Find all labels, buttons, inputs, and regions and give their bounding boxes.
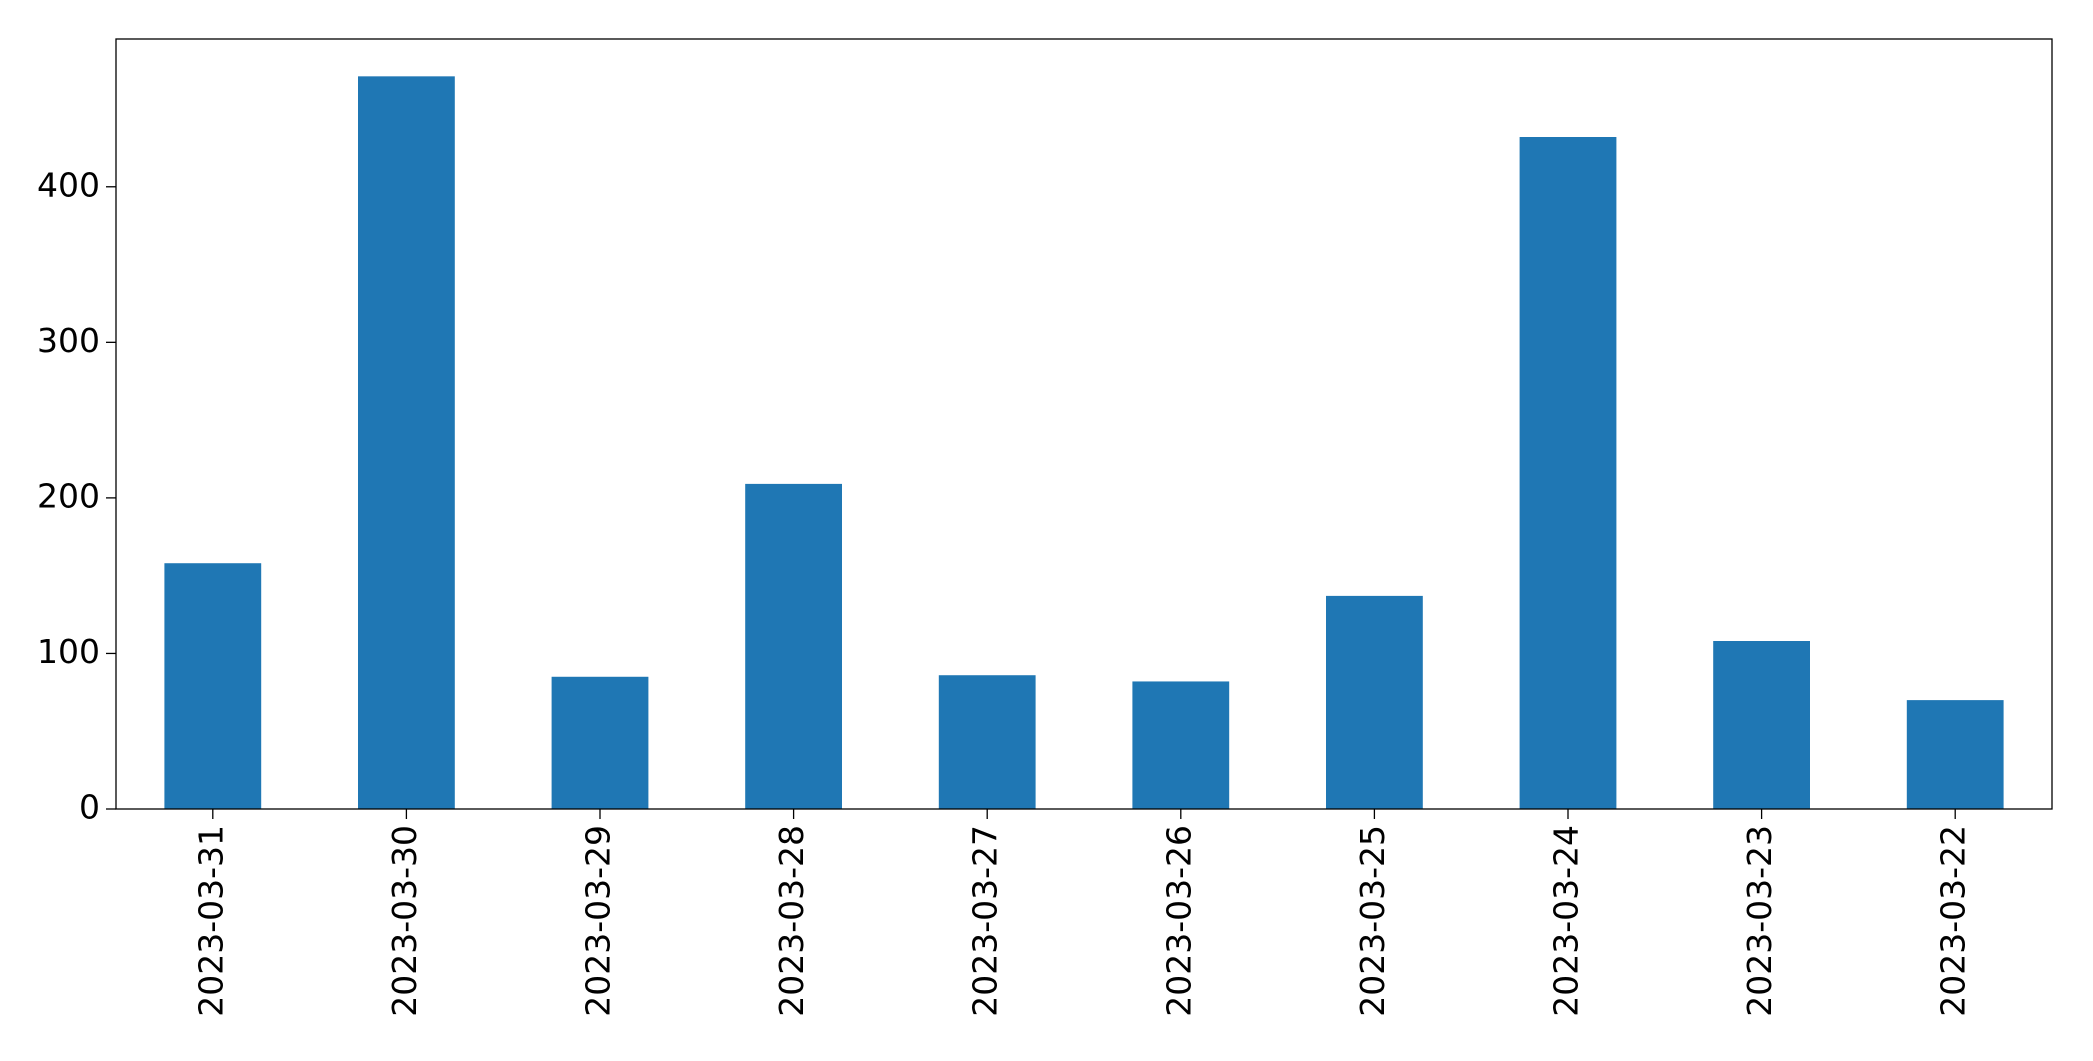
plot-frame bbox=[115, 38, 2053, 810]
bar bbox=[358, 76, 455, 810]
x-tick-label: 2023-03-22 bbox=[1934, 825, 1973, 1017]
bar bbox=[1713, 641, 1810, 809]
y-tick-label: 100 bbox=[37, 632, 100, 671]
y-tick-label: 300 bbox=[37, 321, 100, 360]
bar bbox=[164, 563, 262, 809]
x-tick-label: 2023-03-24 bbox=[1547, 825, 1586, 1017]
x-tick-label: 2023-03-30 bbox=[385, 825, 424, 1017]
x-tick-label: 2023-03-26 bbox=[1159, 825, 1198, 1017]
x-tick-label: 2023-03-27 bbox=[966, 825, 1005, 1017]
x-tick-label: 2023-03-31 bbox=[191, 825, 230, 1017]
y-tick-label: 200 bbox=[37, 476, 100, 515]
x-tick-label: 2023-03-23 bbox=[1740, 825, 1779, 1017]
y-tick-label: 400 bbox=[37, 165, 100, 204]
bar bbox=[1326, 595, 1423, 809]
bar bbox=[1906, 700, 2004, 809]
y-tick-label: 0 bbox=[79, 788, 100, 827]
bar bbox=[745, 483, 842, 809]
bar bbox=[1519, 137, 1617, 809]
bar bbox=[1132, 681, 1230, 809]
x-tick-label: 2023-03-28 bbox=[772, 825, 811, 1017]
x-tick-label: 2023-03-29 bbox=[579, 825, 618, 1017]
bar bbox=[551, 676, 649, 809]
x-tick-label: 2023-03-25 bbox=[1353, 825, 1392, 1017]
bar bbox=[938, 675, 1036, 809]
